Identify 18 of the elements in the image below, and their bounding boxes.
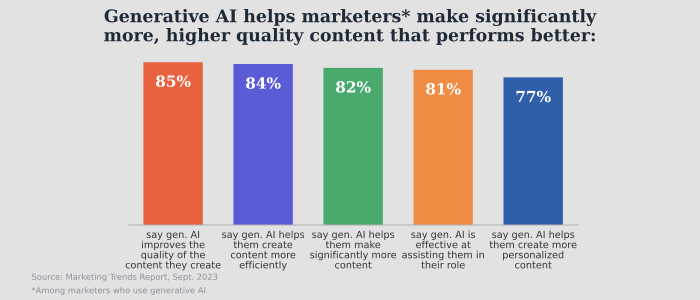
data-label: 84%	[246, 77, 281, 89]
data-label: 77%	[516, 90, 551, 102]
x-tick-label: say gen. AI helps them make significantly more content	[310, 230, 396, 269]
bar	[503, 77, 563, 225]
bar	[143, 62, 203, 225]
text: *Among marketers who use generative AI	[32, 286, 206, 296]
bar	[233, 64, 293, 225]
data-label: 81%	[426, 83, 461, 95]
data-label: 82%	[336, 81, 371, 93]
x-tick-label: say gen. AI is effective at assisting them in their role	[402, 230, 484, 269]
x-tick-label: say gen. AI improves the quality of the content they create	[126, 230, 221, 270]
source-note: Source: Marketing Trends Report, Sept. 2023	[32, 273, 218, 282]
chart-title: Generative AI helps marketers* make significantly more, higher quality content that performs better:	[104, 9, 597, 46]
x-tick-label: say gen. AI helps them create content more efficiently	[222, 230, 304, 270]
bar	[413, 70, 473, 225]
x-tick-label: say gen. AI helps them create more personalized content	[490, 230, 576, 269]
data-label: 85%	[156, 75, 191, 87]
bar	[323, 68, 383, 225]
